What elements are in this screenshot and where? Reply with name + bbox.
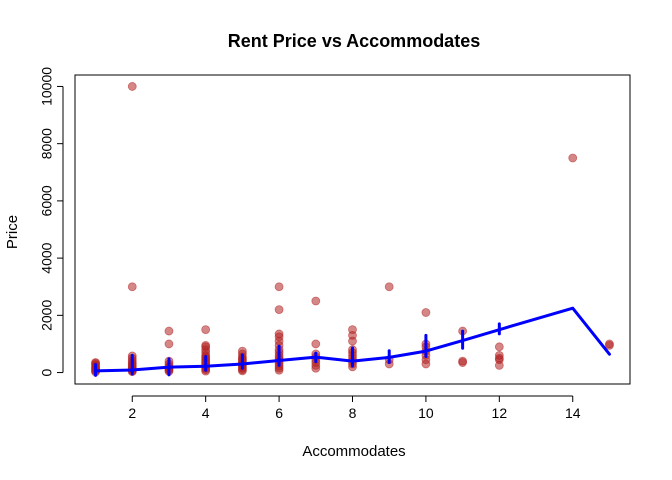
y-tick-label: 0 [39,368,55,376]
scatter-point [494,350,504,360]
x-tick-label: 6 [275,405,283,421]
y-tick-label: 8000 [39,128,55,159]
x-axis-label: Accommodates [302,443,405,460]
scatter-point [568,153,578,163]
scatter-point [127,282,137,292]
scatter-point [127,82,137,91]
scatter-point [605,339,614,349]
x-tick-label: 10 [418,405,434,421]
y-axis: 0 2000 4000 6000 8000 10000 [39,67,64,376]
scatter-point [494,342,504,352]
scatter-point [274,282,284,292]
points-layer [91,82,614,377]
y-axis-label: Price [4,215,21,249]
scatter-point [164,339,174,349]
scatter-point [201,325,211,335]
x-axis: 2 4 6 8 10 12 14 [128,395,581,421]
plot-box [74,74,631,385]
x-tick-label: 2 [128,405,136,421]
scatter-point [201,340,211,350]
y-tick-label: 10000 [39,67,55,106]
trend-line [94,306,611,373]
scatter-point [421,308,431,317]
scatter-point [458,356,468,366]
x-tick-label: 4 [202,405,210,421]
chart-title: Rent Price vs Accommodates [228,31,480,51]
scatter-point [311,339,321,349]
y-tick-label: 4000 [39,242,55,273]
x-tick-label: 14 [565,405,581,421]
scatter-point [274,329,284,339]
scatter-point [274,305,284,315]
line-layer [94,306,611,377]
scatter-point [384,282,394,292]
x-tick-label: 8 [349,405,357,421]
y-tick-label: 6000 [39,185,55,216]
y-tick-label: 2000 [39,300,55,331]
scatter-point [311,296,321,306]
scatter-point [164,326,174,336]
x-tick-label: 12 [492,405,508,421]
scatter-point [348,325,357,335]
